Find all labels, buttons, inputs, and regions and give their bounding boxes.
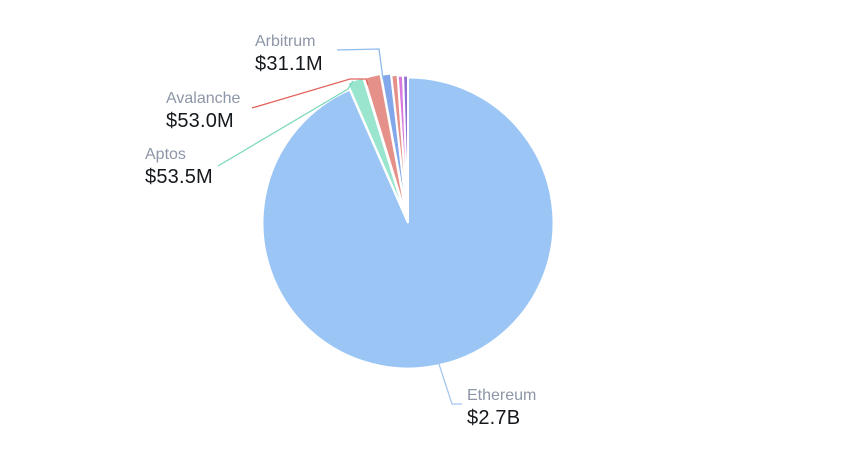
callout-aptos: Aptos $53.5M [145, 145, 213, 188]
pie-slice-other-1[interactable] [390, 73, 409, 221]
slice-value-arbitrum: $31.1M [255, 53, 323, 75]
slice-value-ethereum: $2.7B [467, 407, 521, 429]
slice-name-ethereum: Ethereum [467, 387, 537, 404]
callout-ethereum: Ethereum $2.7B [467, 386, 536, 429]
leader-line-ethereum [437, 360, 462, 405]
slice-name-avalanche: Avalanche [166, 90, 241, 107]
pie-slice-arbitrum[interactable] [379, 72, 409, 219]
callout-arbitrum: Arbitrum $31.1M [255, 32, 323, 75]
leader-line-aptos [217, 80, 354, 167]
slice-value-aptos: $53.5M [145, 166, 213, 188]
pie-slice-ethereum[interactable] [261, 76, 555, 370]
leader-line-avalanche [251, 78, 369, 109]
pie-slice-other-3[interactable] [402, 74, 409, 222]
leader-line-arbitrum [336, 48, 384, 80]
slice-name-arbitrum: Arbitrum [255, 33, 316, 50]
callout-avalanche: Avalanche $53.0M [166, 89, 240, 132]
pie-slice-avalanche[interactable] [362, 72, 408, 218]
slice-value-avalanche: $53.0M [166, 110, 234, 132]
slice-name-aptos: Aptos [145, 146, 186, 163]
